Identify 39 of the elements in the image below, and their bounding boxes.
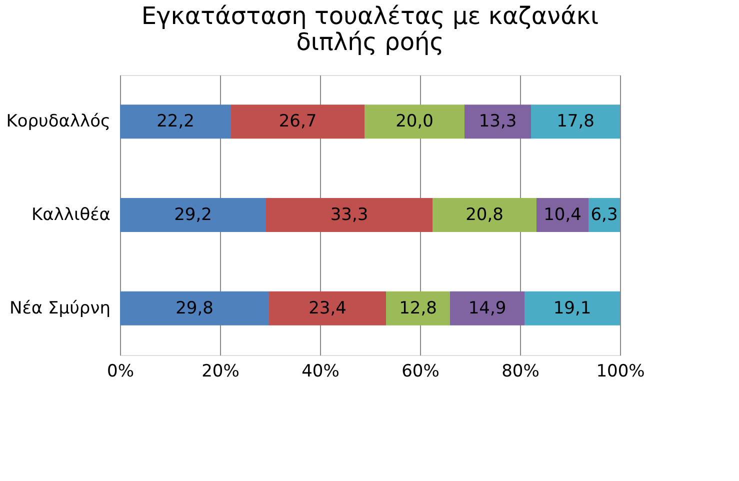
- bar: [364, 104, 464, 139]
- y-tick-label: Καλλιθέα: [31, 205, 110, 225]
- data-label: 22,2: [156, 112, 194, 132]
- x-tick-label: 0%: [107, 362, 134, 382]
- x-tick-label: 80%: [502, 362, 540, 382]
- data-label: 14,9: [468, 298, 506, 318]
- bar: [464, 104, 531, 139]
- bar: [450, 291, 524, 326]
- bar: [120, 104, 231, 139]
- data-label: 17,8: [556, 112, 594, 132]
- y-tick-label: Νέα Σμύρνη: [10, 298, 110, 318]
- bar: [536, 198, 588, 232]
- bar: [269, 291, 386, 326]
- data-label: 10,4: [544, 205, 582, 225]
- x-tick-label: 20%: [202, 362, 240, 382]
- bar: [266, 198, 432, 232]
- x-tick-label: 60%: [402, 362, 440, 382]
- bar: [432, 198, 536, 232]
- data-label: 12,8: [399, 298, 437, 318]
- data-label: 29,8: [176, 298, 214, 318]
- data-label: 20,0: [396, 112, 434, 132]
- bar: [120, 291, 269, 326]
- data-label: 6,3: [590, 205, 618, 225]
- x-tick-label: 40%: [302, 362, 340, 382]
- bar: [231, 104, 364, 139]
- data-label: 33,3: [330, 205, 368, 225]
- data-label: 13,3: [478, 112, 517, 132]
- bar: [386, 291, 450, 326]
- chart-title: Εγκατάσταση τουαλέτας με καζανάκι διπλής ροής: [141, 2, 599, 56]
- y-tick-label: Κορυδαλλός: [6, 112, 110, 132]
- bar: [524, 291, 620, 326]
- data-label: 23,4: [308, 298, 346, 318]
- data-label: 29,2: [174, 205, 212, 225]
- bar: [120, 198, 266, 232]
- data-label: 20,8: [466, 205, 504, 225]
- data-label: 26,7: [278, 112, 317, 132]
- bar: [531, 104, 620, 139]
- x-tick-label: 100%: [596, 362, 645, 382]
- data-label: 19,1: [553, 298, 592, 318]
